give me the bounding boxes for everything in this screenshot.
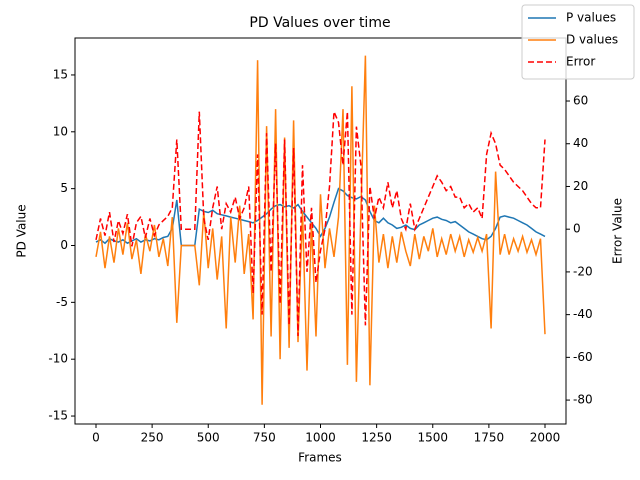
legend-box <box>521 4 635 80</box>
y-tick-label: 10 <box>53 124 68 138</box>
plot-frame <box>74 37 567 425</box>
y2-tick-label: -60 <box>573 350 593 364</box>
series-line <box>95 55 546 405</box>
x-tick-label: 1250 <box>361 431 392 445</box>
legend-label: P values <box>566 11 616 25</box>
x-tick-label: 0 <box>92 431 100 445</box>
y-tick-label: -5 <box>56 295 68 309</box>
y2-tick-label: -20 <box>573 264 593 278</box>
chart-title: PD Values over time <box>249 15 390 31</box>
y2-axis-label: Error Value <box>611 198 625 264</box>
series-line <box>95 111 546 337</box>
x-tick-label: 2000 <box>530 431 561 445</box>
y-tick-label: 0 <box>60 238 68 252</box>
x-tick-label: 750 <box>253 431 276 445</box>
x-tick-label: 1500 <box>417 431 448 445</box>
y-axis-label: PD Value <box>15 204 29 257</box>
x-tick-label: 500 <box>197 431 220 445</box>
x-tick-label: 1750 <box>474 431 505 445</box>
x-tick-label: 250 <box>141 431 164 445</box>
y-tick-label: -15 <box>48 409 68 423</box>
y2-tick-label: 40 <box>573 136 588 150</box>
y-tick-label: 15 <box>53 67 68 81</box>
y-tick-label: -10 <box>48 352 68 366</box>
y2-tick-label: 0 <box>573 222 581 236</box>
legend-label: D values <box>566 33 618 47</box>
y2-tick-label: 20 <box>573 179 588 193</box>
y2-tick-label: 60 <box>573 94 588 108</box>
x-tick-label: 1000 <box>305 431 336 445</box>
legend-label: Error <box>566 55 595 69</box>
y2-tick-label: -80 <box>573 393 593 407</box>
y-tick-label: 5 <box>60 181 68 195</box>
x-axis-label: Frames <box>298 451 342 465</box>
y2-tick-label: -40 <box>573 307 593 321</box>
